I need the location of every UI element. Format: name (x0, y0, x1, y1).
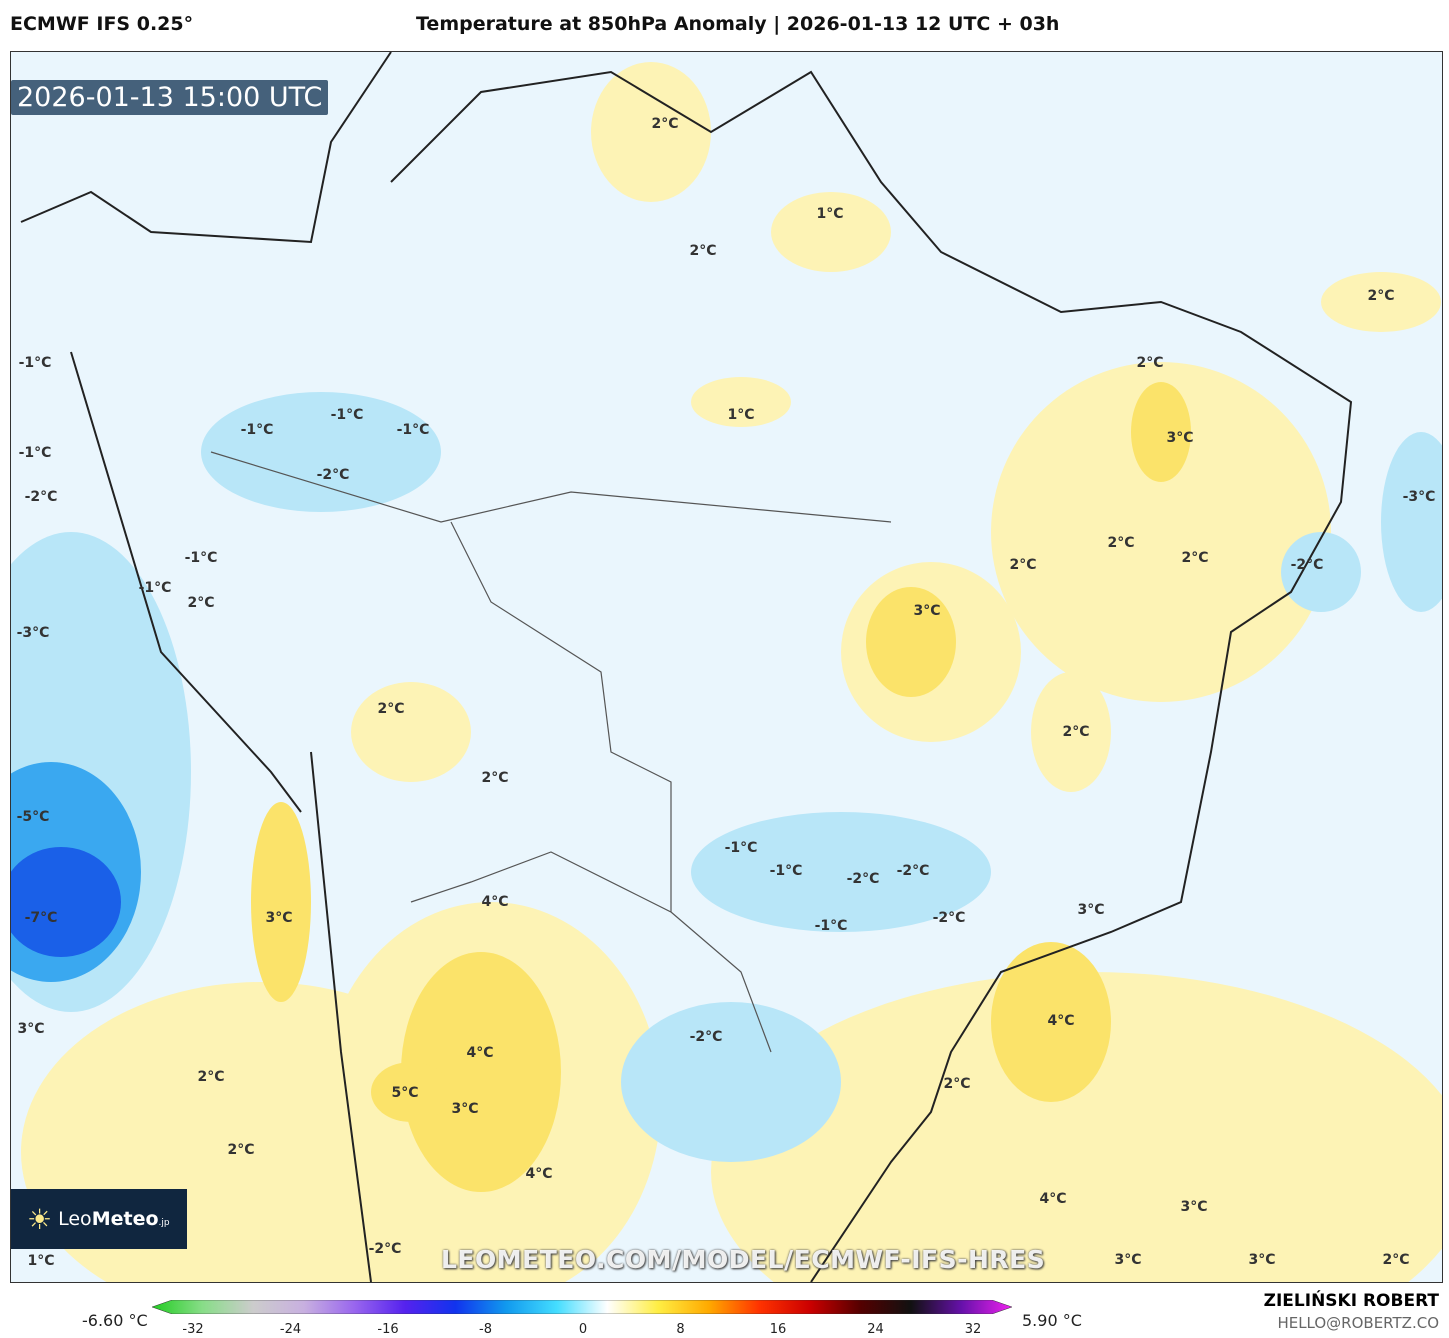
contour-label: -1°C (396, 422, 430, 438)
colorbar-tick: -32 (182, 1322, 204, 1337)
contour-label: -2°C (24, 489, 58, 505)
contour-label: 3°C (1114, 1252, 1142, 1268)
contour-label: 4°C (1039, 1191, 1067, 1207)
colorbar-tick: 24 (867, 1322, 884, 1337)
contour-label: 1°C (27, 1253, 55, 1269)
contour-label: -1°C (330, 407, 364, 423)
contour-label: 2°C (651, 116, 679, 132)
contour-label: 3°C (265, 910, 293, 926)
colorbar (152, 1300, 1012, 1314)
contour-label: 4°C (525, 1166, 553, 1182)
contour-label: -1°C (184, 550, 218, 566)
contour-label: -3°C (1402, 489, 1436, 505)
contour-label: 2°C (1009, 557, 1037, 573)
contour-label: 2°C (1382, 1252, 1410, 1268)
contour-label: -2°C (316, 467, 350, 483)
contour-label: 3°C (1180, 1199, 1208, 1215)
map-canvas[interactable]: 2°C 1°C 2°C 2°C 2°C -1°C 1°C -1°C -1°C -1°C -1°C 3°… (10, 51, 1443, 1283)
contour-label: -1°C (18, 445, 52, 461)
logo-suffix: .jp (158, 1218, 170, 1228)
author-name: ZIELIŃSKI ROBERT (1263, 1291, 1439, 1311)
contour-label: 2°C (377, 701, 405, 717)
logo-text-bold: Meteo (91, 1208, 159, 1230)
map-field (11, 52, 1442, 1282)
contour-label: -1°C (769, 863, 803, 879)
author-email[interactable]: HELLO@ROBERTZ.CO (1277, 1314, 1439, 1332)
colorbar-tick: 0 (578, 1322, 588, 1337)
colorbar-tick: -24 (279, 1322, 302, 1337)
contour-label: -2°C (932, 910, 966, 926)
contour-label: 5°C (391, 1085, 419, 1101)
contour-label: 3°C (913, 603, 941, 619)
contour-label: -2°C (896, 863, 930, 879)
colorbar-tick: -16 (377, 1322, 399, 1337)
contour-label: 2°C (689, 243, 717, 259)
watermark-url: LEOMETEO.COM/MODEL/ECMWF-IFS-HRES (441, 1245, 1046, 1274)
leometeo-logo: ☀ LeoMeteo.jp (11, 1189, 187, 1249)
contour-label: -1°C (724, 840, 758, 856)
contour-label: -7°C (24, 910, 58, 926)
contour-label: 2°C (943, 1076, 971, 1092)
contour-label: 3°C (1166, 430, 1194, 446)
contour-label: -1°C (138, 580, 172, 596)
valid-time-stamp: 2026-01-13 15:00 UTC (11, 80, 329, 115)
logo-text-light: Leo (58, 1208, 92, 1230)
contour-label: 4°C (466, 1045, 494, 1061)
contour-label: 1°C (727, 407, 755, 423)
colorbar-tick: 8 (676, 1322, 685, 1337)
colorbar-min-label: -6.60 °C (82, 1311, 148, 1330)
chart-title: Temperature at 850hPa Anomaly | 2026-01-… (416, 13, 1060, 35)
contour-label: 2°C (197, 1069, 225, 1085)
colorbar-tick: 16 (769, 1322, 787, 1337)
contour-label: -2°C (846, 871, 880, 887)
contour-label: 4°C (481, 894, 509, 910)
contour-label: 2°C (187, 595, 215, 611)
contour-label: 2°C (481, 770, 509, 786)
contour-label: -2°C (1290, 557, 1324, 573)
contour-label: 3°C (451, 1101, 479, 1117)
contour-label: 1°C (816, 206, 844, 222)
contour-label: -1°C (240, 422, 274, 438)
colorbar-tick: 32 (964, 1322, 982, 1337)
contour-label: 2°C (1062, 724, 1090, 740)
contour-label: 4°C (1047, 1013, 1075, 1029)
contour-label: -1°C (18, 355, 52, 371)
contour-label: 3°C (17, 1021, 45, 1037)
contour-label: -3°C (16, 625, 50, 641)
contour-label: 2°C (1136, 355, 1164, 371)
contour-label: 2°C (1181, 550, 1209, 566)
contour-label: 3°C (1248, 1252, 1276, 1268)
contour-label: -1°C (814, 918, 848, 934)
contour-label: 2°C (227, 1142, 255, 1158)
contour-label: 2°C (1367, 288, 1395, 304)
contour-label: 3°C (1077, 902, 1105, 918)
contour-label: 2°C (1107, 535, 1135, 551)
contour-label: -5°C (16, 809, 50, 825)
colorbar-tick: -8 (479, 1322, 492, 1337)
contour-label: -2°C (368, 1241, 402, 1257)
model-name: ECMWF IFS 0.25° (10, 13, 194, 35)
sun-icon: ☀ (27, 1202, 53, 1236)
colorbar-max-label: 5.90 °C (1022, 1311, 1082, 1330)
contour-label: -2°C (689, 1029, 723, 1045)
